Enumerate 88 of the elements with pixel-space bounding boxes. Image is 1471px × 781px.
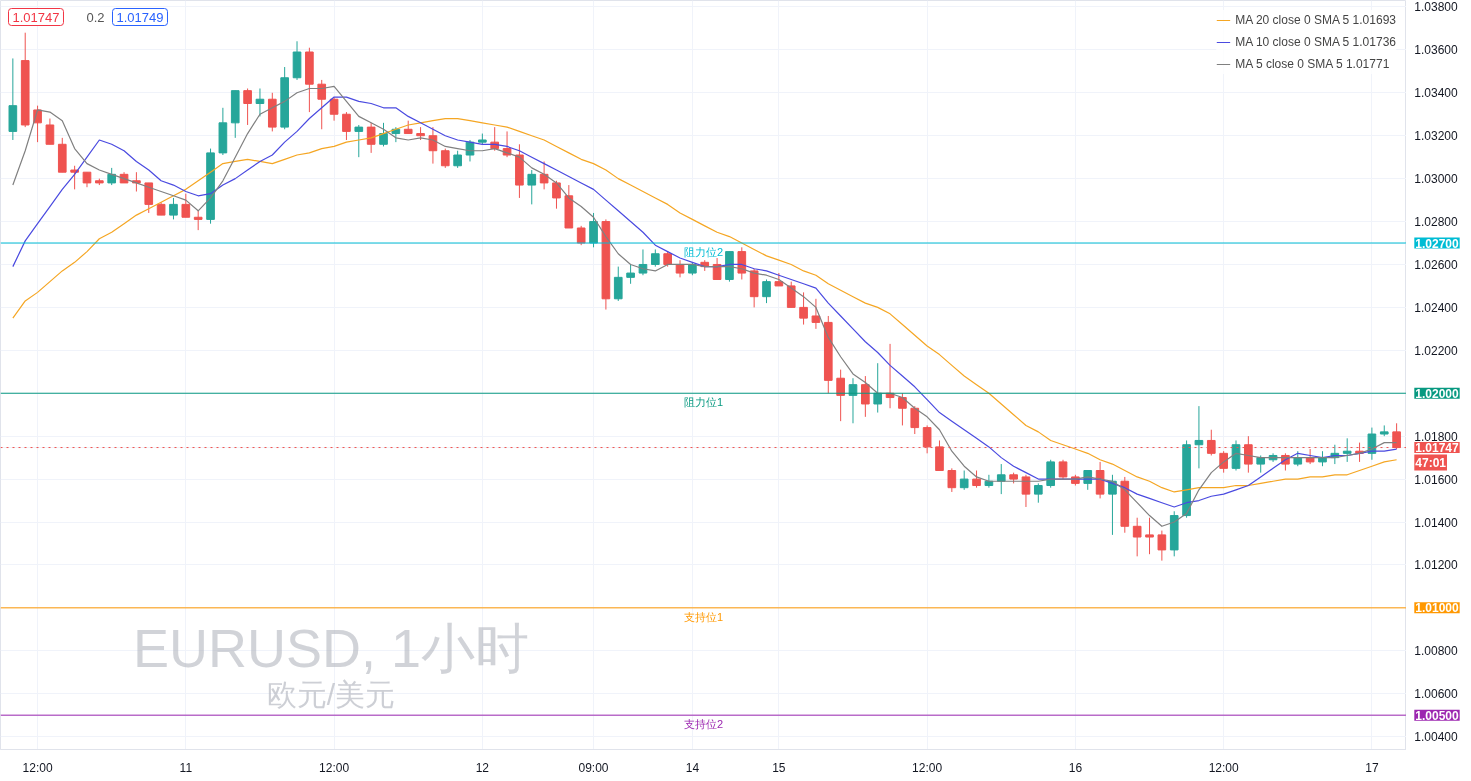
- candlestick: [1046, 459, 1056, 489]
- x-tick-label: 12:00: [1208, 760, 1239, 775]
- y-tick-label: 1.02400: [1414, 300, 1458, 315]
- candlestick: [1095, 461, 1105, 499]
- y-tick-label: 1.02000: [1415, 386, 1459, 401]
- candlestick: [589, 212, 598, 248]
- candlestick: [811, 298, 821, 330]
- candlestick: [947, 467, 957, 493]
- candlestick: [786, 281, 796, 308]
- candlestick: [1157, 530, 1167, 562]
- y-tick-label: 1.03400: [1414, 86, 1458, 101]
- candlestick: [70, 165, 79, 190]
- x-tick-label: 15: [772, 760, 786, 775]
- x-tick-label: 12:00: [22, 760, 53, 775]
- x-tick-label: 12:00: [319, 760, 350, 775]
- y-tick-label: 1.00600: [1414, 687, 1458, 702]
- x-tick-label: 14: [685, 760, 700, 775]
- annotation: 1.01747: [12, 9, 60, 25]
- y-tick-label: 1.02600: [1414, 257, 1458, 272]
- y-tick-label: 1.03200: [1414, 129, 1458, 144]
- legend-label: MA 20 close 0 SMA 5 1.01693: [1235, 13, 1396, 27]
- y-tick-label: 1.00800: [1414, 644, 1458, 659]
- ref-line-label: 阻力位1: [683, 396, 724, 409]
- annotation: 1.01749: [116, 9, 164, 25]
- y-tick-label: 1.01400: [1414, 515, 1458, 530]
- candlestick: [169, 197, 178, 220]
- candlestick: [898, 392, 907, 426]
- x-tick-label: 09:00: [578, 760, 609, 775]
- candlestick: [552, 180, 561, 210]
- candlestick: [910, 405, 920, 435]
- candlestick: [440, 148, 450, 169]
- candlestick: [428, 126, 438, 165]
- candlestick: [737, 246, 747, 280]
- y-tick-label: 1.03600: [1414, 43, 1458, 58]
- candlestick: [1033, 482, 1043, 504]
- candlestick: [873, 362, 883, 414]
- candlestick: [329, 96, 339, 122]
- candlestick: [959, 470, 969, 491]
- y-tick-label: 1.03000: [1414, 172, 1458, 187]
- candlestick: [1021, 474, 1031, 508]
- ref-line-label: 支持位2: [683, 718, 724, 731]
- candlestick: [354, 124, 364, 158]
- candlestick: [539, 160, 549, 190]
- y-tick-label: 1.01000: [1415, 601, 1459, 616]
- ref-line-label: 支持位1: [683, 610, 724, 623]
- candlestick: [861, 375, 870, 418]
- candlestick: [527, 169, 537, 205]
- candlestick: [144, 182, 154, 214]
- x-tick-label: 12: [475, 760, 490, 775]
- y-tick-label: 1.02700: [1415, 236, 1459, 251]
- y-tick-label: 1.01800: [1414, 429, 1458, 444]
- candlestick: [576, 225, 586, 246]
- annotation: 0.2: [86, 9, 105, 25]
- x-tick-label: 12:00: [912, 760, 943, 775]
- y-tick-label: 1.00500: [1415, 708, 1459, 723]
- candlestick: [243, 87, 252, 126]
- legend-label: MA 5 close 0 SMA 5 1.01771: [1235, 57, 1390, 71]
- x-tick-label: 16: [1068, 760, 1083, 775]
- text: 47:01: [1415, 455, 1447, 470]
- y-tick-label: 1.03800: [1414, 0, 1458, 15]
- y-tick-label: 1.00400: [1414, 730, 1458, 745]
- candlestick: [181, 193, 191, 218]
- y-tick-label: 1.02800: [1414, 215, 1458, 230]
- candlestick: [1145, 517, 1154, 555]
- candlestick: [1194, 405, 1204, 469]
- candlestick: [799, 291, 808, 326]
- candlestick: [762, 279, 771, 304]
- candlestick: [366, 122, 376, 154]
- candlestick: [342, 111, 351, 141]
- y-tick-label: 1.02200: [1414, 343, 1458, 358]
- candlestick: [193, 210, 203, 231]
- candlestick: [1342, 437, 1352, 463]
- candlestick: [996, 463, 1006, 495]
- x-tick-label: 11: [179, 760, 193, 775]
- candlestick: [317, 79, 327, 130]
- y-tick-label: 1.01747: [1415, 441, 1459, 456]
- y-tick-label: 1.01600: [1414, 472, 1458, 487]
- candlestick: [1132, 517, 1142, 557]
- candlestick: [613, 266, 623, 302]
- candlestick: [255, 87, 265, 117]
- candlestick: [836, 369, 845, 422]
- candlestick: [45, 118, 55, 145]
- candlestick: [626, 263, 635, 285]
- legend-label: MA 10 close 0 SMA 5 1.01736: [1235, 35, 1396, 49]
- x-tick-label: 17: [1365, 760, 1379, 775]
- y-tick-label: 1.01200: [1414, 558, 1458, 573]
- candlestick: [379, 122, 388, 147]
- ref-line-label: 阻力位2: [683, 246, 724, 259]
